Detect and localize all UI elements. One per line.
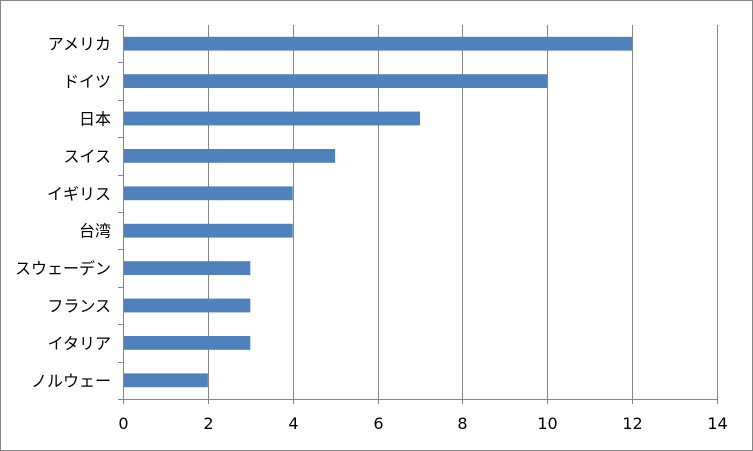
category-label: ドイツ — [63, 72, 111, 91]
bars — [124, 36, 633, 388]
category-label: スイス — [63, 147, 111, 166]
x-tick-label: 0 — [118, 414, 128, 433]
x-tick-label: 6 — [373, 414, 383, 433]
category-label: フランス — [47, 297, 111, 316]
bar — [124, 111, 420, 126]
x-tick-label: 8 — [457, 414, 467, 433]
x-tick-label: 10 — [537, 414, 557, 433]
bar — [124, 74, 548, 88]
tick-labels: 0 2 4 6 8 10 12 14 アメリカドイツ日本スイスイギリス台湾スウェーデンフランスイ… — [15, 35, 728, 433]
category-label: ノルウェー — [31, 371, 111, 390]
bar — [124, 36, 633, 51]
x-tick-label: 12 — [622, 414, 642, 433]
bar — [124, 373, 208, 388]
category-label: 日本 — [79, 110, 111, 129]
bar — [124, 261, 251, 275]
bar — [124, 336, 251, 350]
bar — [124, 186, 293, 201]
bar — [124, 149, 336, 163]
category-label: スウェーデン — [15, 259, 111, 278]
bar — [124, 223, 293, 238]
category-label: イギリス — [47, 184, 111, 203]
axes — [118, 25, 718, 404]
category-label: アメリカ — [48, 35, 111, 54]
x-tick-label: 4 — [288, 414, 298, 433]
x-tick-label: 14 — [707, 414, 727, 433]
category-label: イタリア — [48, 334, 111, 353]
category-label: 台湾 — [79, 222, 111, 241]
x-tick-label: 2 — [203, 414, 213, 433]
bar — [124, 298, 251, 313]
